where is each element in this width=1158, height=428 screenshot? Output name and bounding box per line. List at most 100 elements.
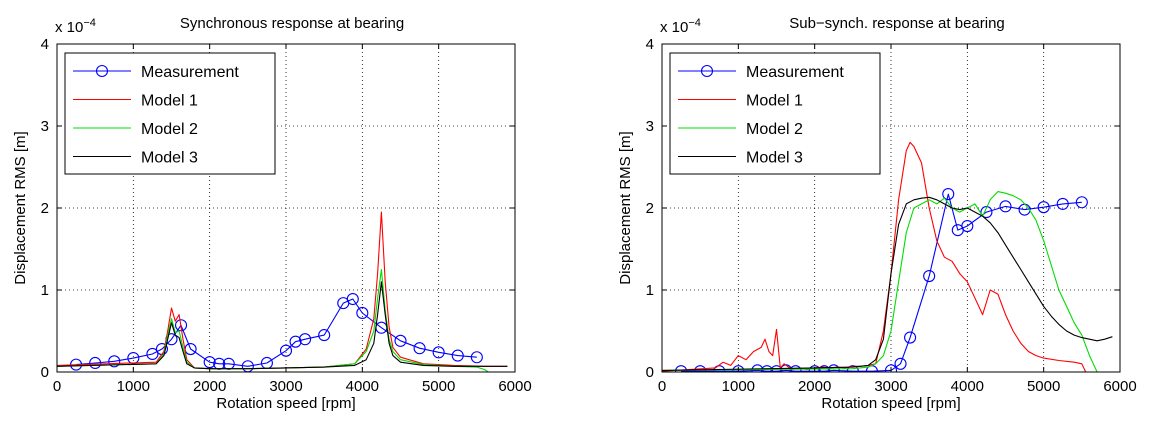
data-point <box>789 365 802 372</box>
data-point <box>394 334 407 347</box>
data-point <box>694 365 707 372</box>
axis-exponent-power: −4 <box>83 17 96 29</box>
axis-exponent-power: −4 <box>688 17 701 29</box>
data-point <box>894 357 907 370</box>
series-line-measurement <box>76 298 477 367</box>
data-point <box>289 335 302 348</box>
data-point <box>89 356 102 370</box>
series-line-model-3 <box>57 281 508 370</box>
data-point <box>904 331 917 344</box>
y-axis-label: Displacement RMS [m] <box>12 131 29 284</box>
data-point <box>346 292 359 306</box>
x-axis-label: Rotation speed [rpm] <box>216 395 355 412</box>
legend-entry: Model 2 <box>141 121 198 138</box>
y-tick-label: 3 <box>41 118 49 135</box>
chart-title: Synchronous response at bearing <box>180 15 404 32</box>
data-point <box>770 365 783 372</box>
series-line-model-1 <box>662 141 1087 372</box>
data-point <box>732 365 745 372</box>
x-tick-label: 5000 <box>422 378 455 395</box>
y-tick-label: 0 <box>41 364 49 381</box>
y-axis-label: Displacement RMS [m] <box>617 131 634 284</box>
data-point <box>146 347 159 361</box>
x-tick-label: 6000 <box>498 378 531 395</box>
legend-marker <box>700 64 714 78</box>
legend: Measurement Model 1 Model 2 Model 3 <box>64 52 276 175</box>
data-point <box>222 357 235 370</box>
x-tick-label: 3000 <box>269 378 302 395</box>
data-point <box>432 346 445 359</box>
data-point <box>279 344 293 357</box>
x-tick-label: 4000 <box>951 378 984 395</box>
chart-sub-synchronous: 0 1000 2000 3000 4000 5000 6000 0 1 2 3 4 x 10−4 Sub−… <box>617 15 1137 412</box>
x-tick-label: 6000 <box>1103 378 1136 395</box>
y-tick-label: 2 <box>41 200 49 217</box>
y-tick-label: 0 <box>646 364 654 381</box>
legend-entry: Measurement <box>746 64 844 81</box>
data-point <box>318 329 331 342</box>
data-point <box>299 333 312 346</box>
axis-exponent: x 10−4 <box>660 17 701 36</box>
y-tick-label: 1 <box>646 282 654 299</box>
x-tick-label: 0 <box>658 378 666 395</box>
data-point <box>213 357 226 370</box>
legend-box <box>64 52 276 175</box>
ticks <box>661 43 1121 373</box>
data-point <box>470 351 483 364</box>
legend-entry: Model 1 <box>141 93 198 110</box>
data-point <box>808 365 821 372</box>
data-point <box>356 306 369 320</box>
data-point <box>1075 196 1088 209</box>
legend-entry: Model 2 <box>746 121 803 138</box>
y-tick-label: 3 <box>646 118 654 135</box>
data-point <box>923 270 936 283</box>
chart-title: Sub−synch. response at bearing <box>789 15 1005 32</box>
axis-exponent: x 10−4 <box>55 17 96 36</box>
y-tick-label: 1 <box>41 282 49 299</box>
data-point <box>846 365 859 372</box>
series-group <box>57 211 508 372</box>
y-tick-label: 4 <box>41 36 49 53</box>
data-point <box>413 342 426 355</box>
x-tick-label: 0 <box>53 378 61 395</box>
legend-box <box>669 52 881 175</box>
data-point <box>451 349 464 362</box>
legend-entry: Model 1 <box>746 93 803 110</box>
data-point <box>127 352 140 365</box>
axis-exponent-base: x 10 <box>55 19 83 36</box>
ticks <box>56 43 516 373</box>
legend-entry: Model 3 <box>141 150 198 167</box>
x-axis-label: Rotation speed [rpm] <box>821 395 960 412</box>
chart-synchronous: 0 1000 2000 3000 4000 5000 6000 0 1 2 3 4 x 10−4 Sync… <box>12 15 532 412</box>
legend-entry: Measurement <box>141 64 239 81</box>
data-point <box>751 364 764 372</box>
series-line-model-3 <box>662 196 1113 371</box>
data-point <box>174 319 188 332</box>
series-line-measurement <box>681 193 1082 372</box>
series-line-model-2 <box>57 268 489 372</box>
data-point <box>999 200 1012 213</box>
data-point <box>1037 201 1050 214</box>
data-point <box>884 364 898 372</box>
y-tick-label: 4 <box>646 36 654 53</box>
data-point <box>980 206 993 219</box>
x-tick-label: 3000 <box>874 378 907 395</box>
series-line-model-2 <box>662 191 1098 372</box>
data-point <box>961 219 974 233</box>
legend-marker <box>95 64 109 78</box>
data-point <box>942 188 955 201</box>
data-point <box>108 355 121 368</box>
x-tick-label: 2000 <box>798 378 831 395</box>
x-tick-label: 4000 <box>346 378 379 395</box>
legend: Measurement Model 1 Model 2 Model 3 <box>669 52 881 175</box>
y-tick-label: 2 <box>646 200 654 217</box>
data-point <box>760 365 774 372</box>
x-tick-label: 5000 <box>1027 378 1060 395</box>
x-tick-label: 1000 <box>722 378 755 395</box>
data-point <box>827 364 840 372</box>
data-point <box>675 365 688 372</box>
series-group <box>662 141 1113 372</box>
x-tick-label: 1000 <box>117 378 150 395</box>
legend-entry: Model 3 <box>746 150 803 167</box>
